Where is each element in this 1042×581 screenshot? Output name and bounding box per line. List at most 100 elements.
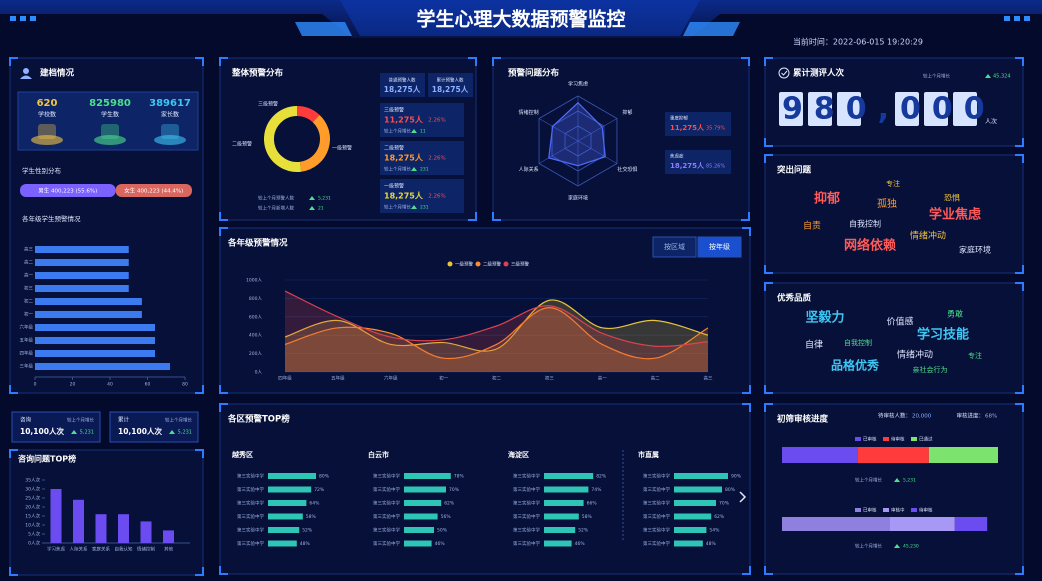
summary-card	[380, 73, 425, 97]
value-label: 48%	[706, 541, 717, 547]
x-tick-label: 人际关系	[70, 546, 88, 553]
y-tick-label: 0人	[255, 370, 263, 376]
up-arrow	[894, 478, 900, 482]
bar	[268, 486, 312, 493]
line	[284, 290, 709, 348]
school-name: 第三实验中学	[237, 473, 264, 480]
summary-value: 18,275人	[384, 85, 421, 94]
radar-axis	[538, 118, 579, 142]
bar	[674, 527, 707, 533]
panel-title: 建档情况	[39, 68, 75, 79]
progress-note: 较上个月增长	[855, 477, 882, 484]
x-tick-label: 60	[145, 382, 151, 388]
school-name: 第三实验中学	[513, 500, 540, 507]
tab-label[interactable]: 按年级	[709, 242, 730, 251]
bar	[35, 272, 129, 279]
donut-segment	[264, 106, 302, 172]
stat-value: 825980	[89, 98, 131, 109]
radar-label: 学习焦虑	[568, 81, 588, 88]
card-name: 焦虑症	[670, 153, 684, 160]
word: 家庭环境	[959, 245, 991, 255]
value-label: 56%	[441, 514, 452, 520]
panel-corner	[9, 57, 18, 66]
radar-label: 抑郁	[622, 109, 632, 116]
legend-swatch	[447, 261, 453, 267]
section-title: 各年级学生预警情况	[22, 214, 81, 223]
panel-corner	[742, 403, 751, 412]
word: 情绪冲动	[910, 230, 946, 242]
word: 勇敢	[947, 309, 963, 319]
legend-label: 已审核	[863, 507, 877, 514]
x-tick-label: 四年级	[278, 375, 292, 382]
consult-card	[109, 411, 199, 443]
consult-card	[11, 411, 101, 443]
y-tick-label: 35人次	[25, 477, 40, 484]
legend-label: 已通过	[919, 436, 933, 443]
panel-title: 各区预警TOP榜	[227, 414, 290, 425]
card-label: 累计	[118, 416, 130, 424]
value-label: 58%	[306, 514, 317, 520]
panel-corner	[492, 57, 501, 66]
card-note: 较上个月增长	[165, 417, 192, 424]
x-tick-label: 20	[70, 382, 76, 388]
panel-corner	[764, 265, 773, 274]
value-label: 82%	[596, 474, 607, 480]
bar	[35, 285, 129, 292]
category-label: 高三	[24, 246, 33, 253]
panel	[764, 403, 1024, 575]
next-arrow[interactable]	[739, 491, 747, 503]
stat-label: 家长数	[161, 111, 179, 119]
panel	[764, 282, 1024, 394]
category-label: 高一	[24, 272, 33, 279]
panel-corner	[219, 212, 228, 221]
measure-unit: 人次	[985, 118, 997, 126]
panel-title: 预警问题分布	[508, 68, 560, 79]
bar	[674, 486, 722, 493]
level-name: 一级预警	[384, 183, 404, 190]
note-value: 21	[318, 206, 324, 212]
digit-box	[953, 92, 977, 126]
y-tick-label: 0人次	[28, 540, 40, 547]
radar-label: 情绪控制	[519, 109, 539, 116]
word: 自责	[803, 220, 821, 232]
panel-corner	[1015, 265, 1024, 274]
tab[interactable]	[652, 236, 697, 258]
value-label: 74%	[591, 487, 602, 493]
summary-label: 普通预警人数	[389, 77, 416, 84]
bar	[35, 350, 155, 357]
category-label: 四年级	[20, 350, 34, 357]
bar	[404, 486, 446, 493]
panel-corner	[764, 566, 773, 575]
school-name: 第三实验中学	[643, 486, 670, 493]
panel-corner	[468, 57, 477, 66]
card-name: 重度抑郁	[670, 115, 688, 122]
panel	[9, 449, 204, 576]
word: 恐惧	[944, 193, 960, 203]
card-pct: 35.79%	[706, 126, 725, 132]
area	[285, 299, 708, 372]
panel	[764, 154, 1024, 274]
legend-swatch	[475, 261, 481, 267]
x-tick-label: 初二	[492, 375, 501, 382]
bar	[35, 246, 129, 253]
panel-corner	[219, 227, 228, 236]
bar	[35, 337, 155, 344]
y-tick-label: 800人	[249, 296, 263, 302]
up-arrow	[309, 196, 315, 200]
panel-title: 突出问题	[777, 165, 812, 176]
y-tick-label: 1000人	[246, 278, 262, 284]
tab[interactable]	[697, 236, 742, 258]
tab-label[interactable]: 按区域	[664, 242, 685, 251]
word: 价值感	[886, 316, 913, 328]
progress-segment	[928, 447, 998, 463]
panel-corner	[219, 385, 228, 394]
stat-pedestal	[31, 135, 63, 145]
panel-corner	[1015, 403, 1024, 412]
digit-box	[779, 92, 803, 126]
donut-label: 一级预警	[332, 145, 352, 152]
school-name: 第三实验中学	[513, 513, 540, 520]
x-tick-label: 情绪控制	[137, 546, 155, 553]
school-name: 第三实验中学	[643, 513, 670, 520]
panel-corner	[1015, 282, 1024, 291]
progress-segment	[890, 517, 955, 531]
